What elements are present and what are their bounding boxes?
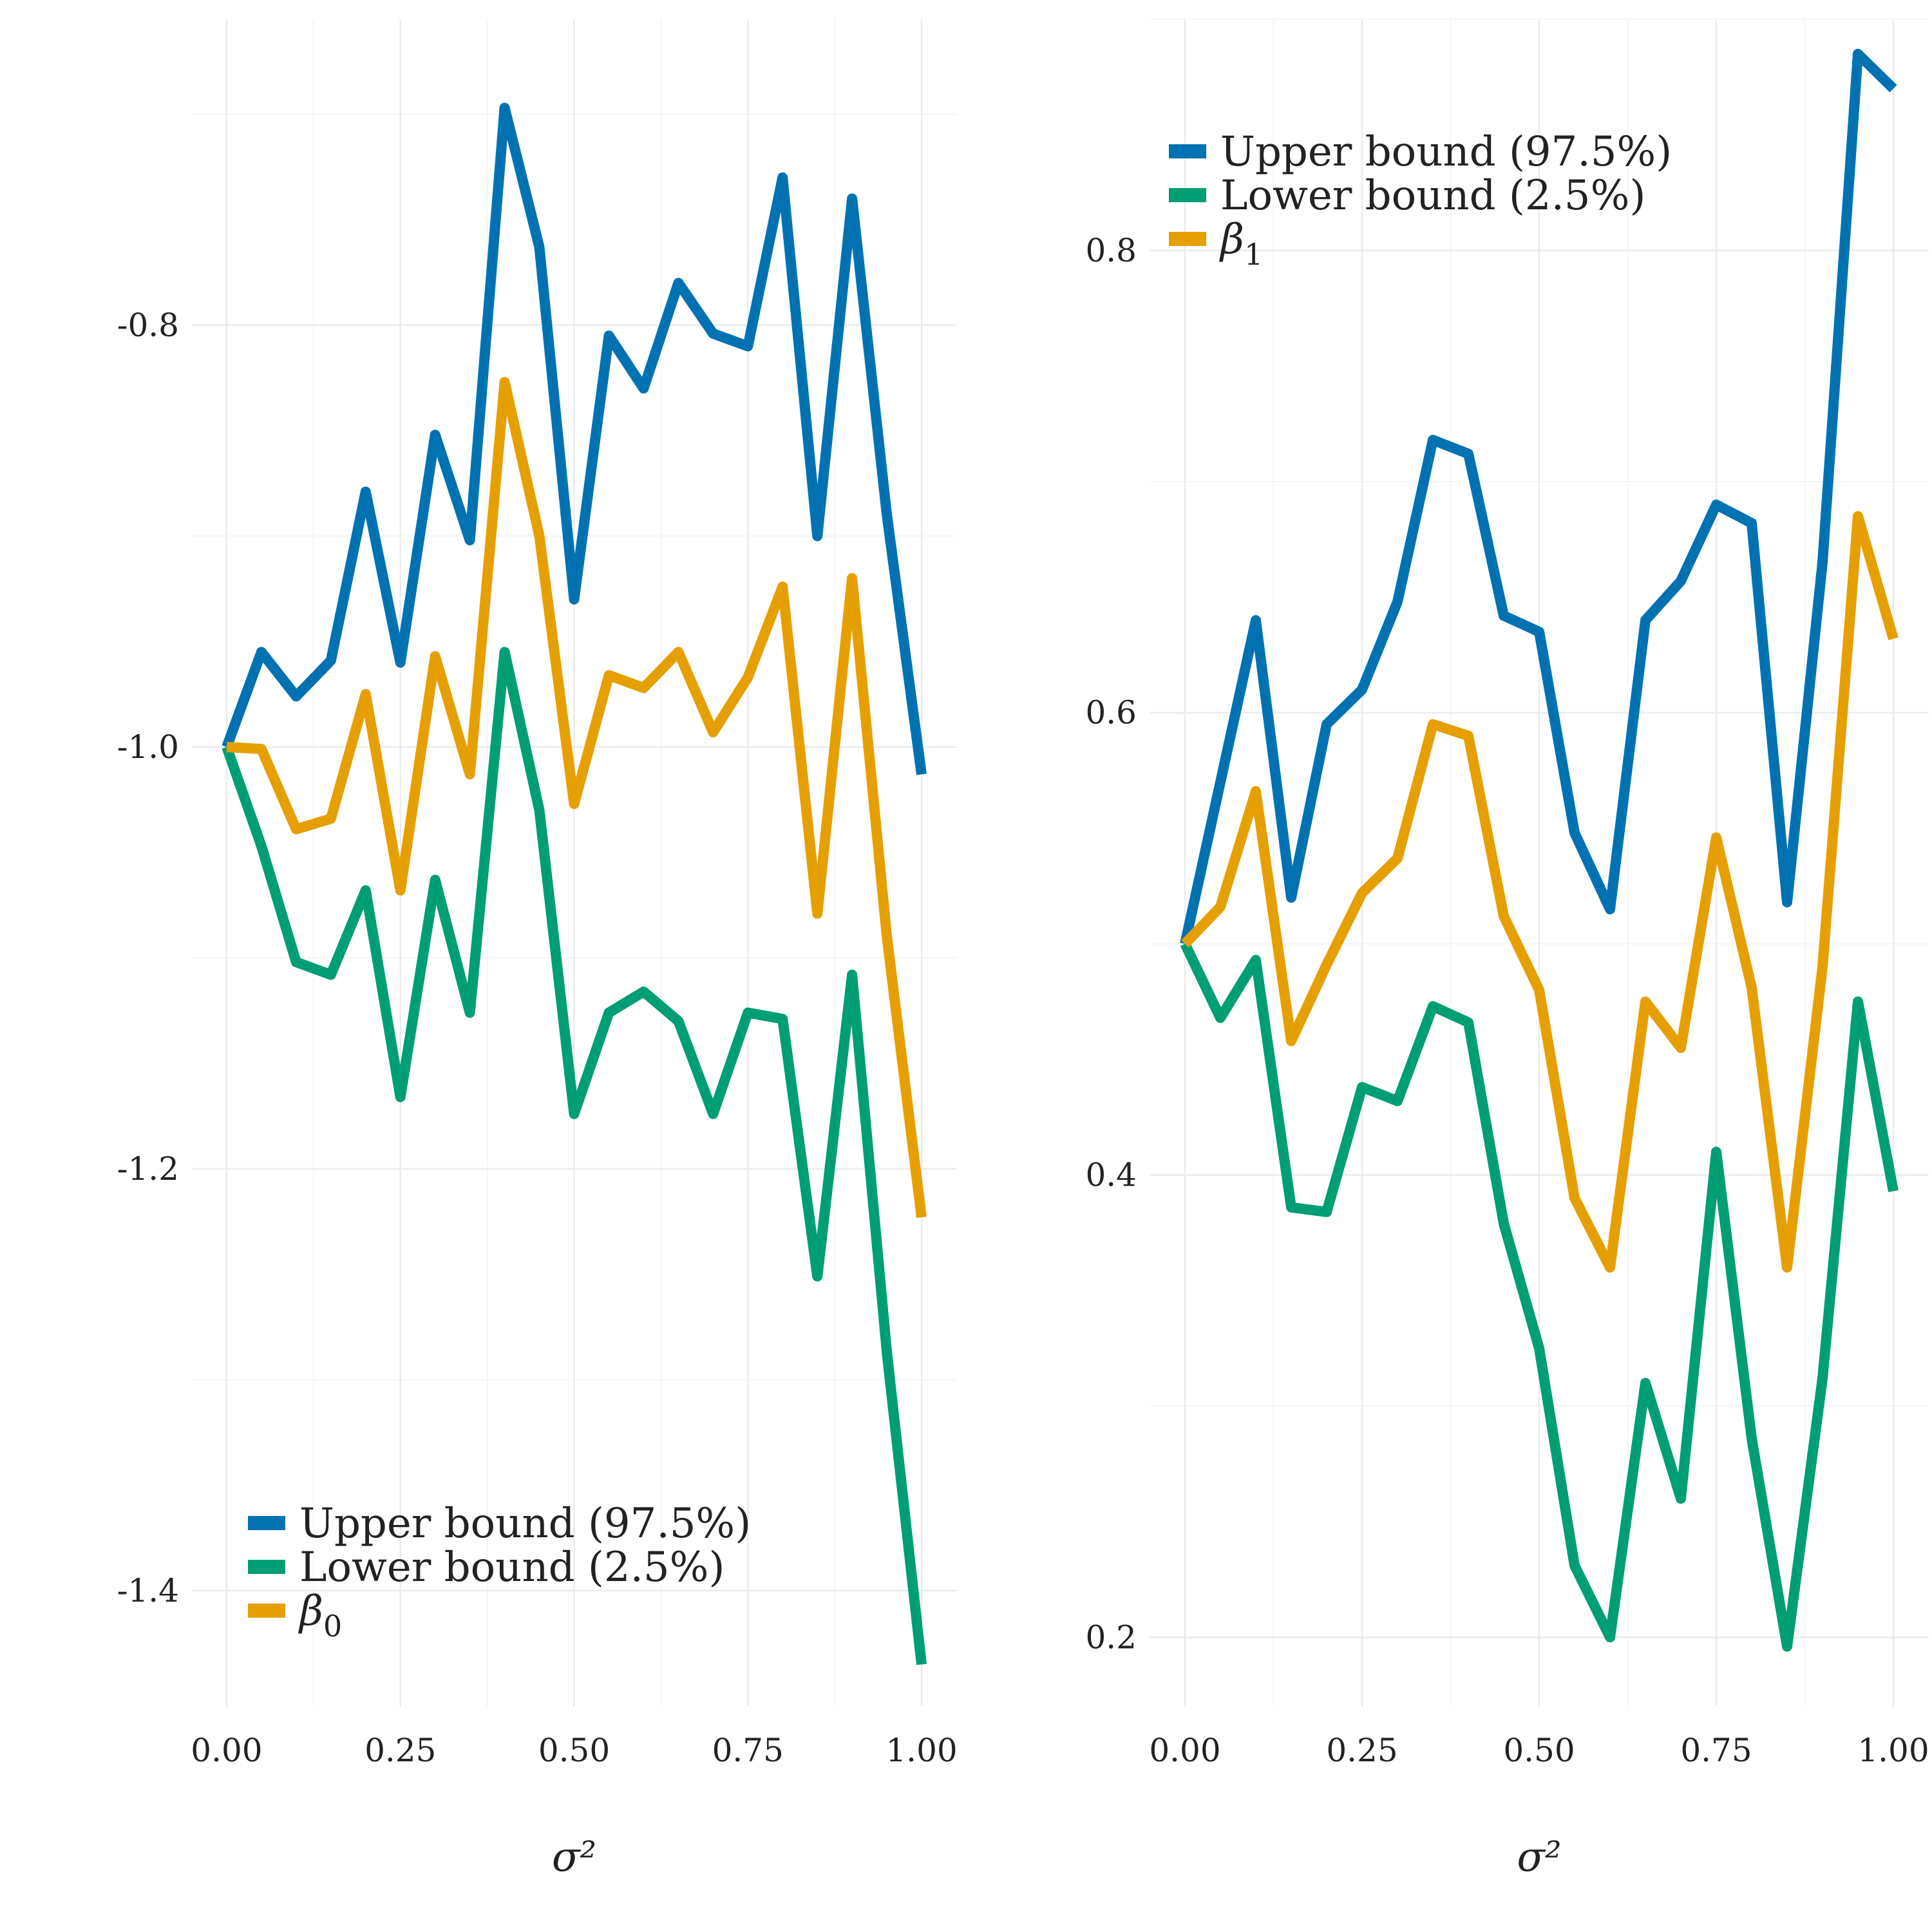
legend-item: Lower bound (2.5%) (1169, 172, 1645, 220)
x-axis-label: σ² (1517, 1833, 1561, 1881)
x-tick-label: 0.00 (191, 1732, 262, 1769)
legend-label: Upper bound (97.5%) (1220, 128, 1672, 176)
y-tick-label: 0.2 (1085, 1618, 1137, 1656)
y-tick-label: 0.6 (1085, 694, 1137, 732)
legend-label: β0 (298, 1587, 342, 1643)
panel-right-beta1: 0.00 0.25 0.50 0.75 1.00 0.8 0.6 0.4 0.2 σ² Upper … (1085, 19, 1929, 1881)
y-tick-labels: -0.8 -1.0 -1.2 -1.4 (117, 307, 179, 1609)
x-tick-label: 0.50 (1503, 1732, 1575, 1769)
x-tick-labels: 0.00 0.25 0.50 0.75 1.00 (191, 1732, 957, 1769)
series-line-upper-bound (222, 102, 927, 775)
grid (1150, 19, 1929, 1707)
series-line-upper-bound (1180, 48, 1897, 945)
x-tick-label: 1.00 (1857, 1732, 1929, 1769)
legend: Upper bound (97.5%)Lower bound (2.5%)β1 (1169, 128, 1672, 272)
y-tick-label: 0.8 (1085, 232, 1137, 269)
x-tick-label: 0.00 (1149, 1732, 1220, 1769)
panel-left-beta0: 0.00 0.25 0.50 0.75 1.00 -0.8 -1.0 -1.2 -1.4 σ² Up… (117, 19, 958, 1881)
legend-swatch (1169, 144, 1206, 158)
legend-item: Upper bound (97.5%) (1169, 128, 1672, 176)
x-tick-label: 0.75 (712, 1732, 784, 1769)
legend-label: Lower bound (2.5%) (299, 1544, 724, 1591)
x-tick-labels: 0.00 0.25 0.50 0.75 1.00 (1149, 1732, 1929, 1769)
legend-swatch (248, 1560, 285, 1574)
legend-swatch (248, 1516, 285, 1530)
grid (192, 19, 956, 1707)
legend-swatch (1169, 232, 1206, 246)
legend-label: Lower bound (2.5%) (1220, 172, 1645, 220)
legend: Upper bound (97.5%)Lower bound (2.5%)β0 (248, 1500, 751, 1643)
series-line-lower-bound (222, 647, 927, 1665)
y-tick-label: -0.8 (117, 307, 179, 344)
x-axis-label: σ² (552, 1833, 596, 1881)
series-line-estimate (226, 377, 927, 1218)
x-tick-label: 0.50 (538, 1732, 610, 1769)
series-line-estimate (1181, 511, 1899, 1273)
x-tick-label: 0.25 (1326, 1732, 1397, 1769)
y-tick-label: -1.0 (117, 728, 179, 766)
legend-swatch (248, 1604, 285, 1618)
y-tick-label: -1.2 (117, 1150, 179, 1188)
legend-item: β0 (248, 1587, 342, 1643)
legend-item: Lower bound (2.5%) (248, 1544, 724, 1591)
legend-item: β1 (1169, 216, 1263, 272)
legend-label: β1 (1219, 216, 1263, 272)
x-tick-label: 0.25 (365, 1732, 436, 1769)
x-tick-label: 0.75 (1680, 1732, 1752, 1769)
legend-item: Upper bound (97.5%) (248, 1500, 751, 1548)
series-lines (222, 102, 927, 1665)
y-tick-labels: 0.8 0.6 0.4 0.2 (1085, 232, 1137, 1656)
y-tick-label: 0.4 (1085, 1157, 1137, 1194)
x-tick-label: 1.00 (886, 1732, 957, 1769)
legend-swatch (1169, 188, 1206, 202)
legend-label: Upper bound (97.5%) (299, 1500, 751, 1548)
series-lines (1180, 48, 1899, 1652)
y-tick-label: -1.4 (117, 1572, 179, 1609)
series-line-lower-bound (1180, 942, 1899, 1652)
